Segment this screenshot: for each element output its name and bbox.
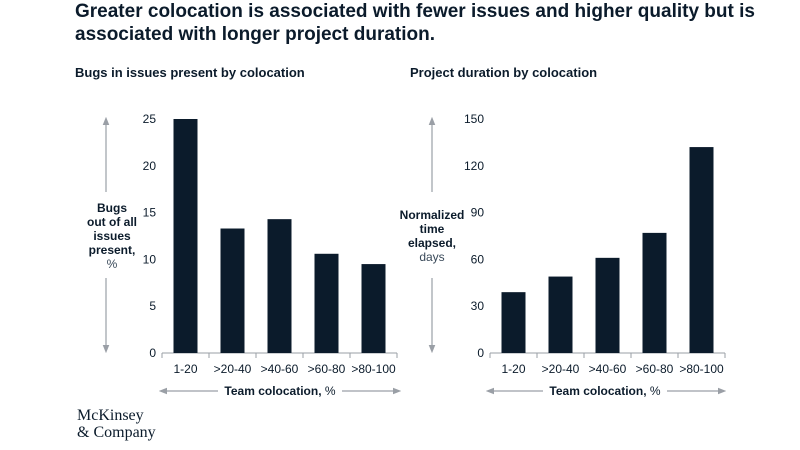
x-tick-label: >80-100 [679, 362, 724, 376]
logo-line-1: McKinsey [77, 407, 144, 424]
y-tick-label: 15 [143, 206, 157, 220]
y-axis-label: elapsed, [408, 236, 456, 250]
x-tick-label: 1-20 [501, 362, 525, 376]
bar [689, 147, 714, 353]
y-axis-label: time [420, 222, 445, 236]
y-axis-unit: % [107, 257, 118, 271]
logo-line-2: & Company [77, 424, 156, 441]
bar [548, 276, 573, 353]
y-axis-label: present, [89, 243, 136, 257]
y-tick-label: 120 [464, 159, 484, 173]
bar [220, 228, 245, 353]
bar [173, 119, 198, 353]
x-tick-label: >20-40 [214, 362, 252, 376]
bar [267, 219, 292, 353]
x-axis-label-unit: % [322, 384, 336, 398]
y-axis-label: issues [93, 229, 131, 243]
x-tick-label: >40-60 [261, 362, 299, 376]
bar [501, 292, 526, 353]
bar [314, 253, 339, 353]
x-axis-label: Team colocation, % [224, 384, 335, 398]
y-tick-label: 0 [149, 346, 156, 360]
headline: Greater colocation is associated with fe… [75, 1, 755, 45]
x-tick-label: >40-60 [589, 362, 627, 376]
mckinsey-logo: McKinsey & Company [77, 407, 156, 441]
x-tick-label: >80-100 [351, 362, 396, 376]
y-axis-label: out of all [87, 215, 137, 229]
x-tick-label: >60-80 [636, 362, 674, 376]
y-tick-label: 30 [471, 299, 485, 313]
x-axis-label-bold: Team colocation, [224, 384, 321, 398]
x-tick-label: >60-80 [308, 362, 346, 376]
y-axis-label: Bugs [97, 201, 127, 215]
bar [642, 232, 667, 353]
y-tick-label: 20 [143, 159, 157, 173]
y-tick-label: 5 [149, 299, 156, 313]
y-tick-label: 60 [471, 252, 485, 266]
y-tick-label: 0 [477, 346, 484, 360]
x-axis-label: Team colocation, % [549, 384, 660, 398]
bar [595, 257, 620, 353]
chart-title-duration: Project duration by colocation [410, 65, 598, 80]
x-axis-label-unit: % [647, 384, 661, 398]
y-tick-label: 10 [143, 252, 157, 266]
x-tick-label: >20-40 [542, 362, 580, 376]
y-tick-label: 150 [464, 112, 484, 126]
y-axis-label: Normalized [400, 208, 465, 222]
x-tick-label: 1-20 [173, 362, 197, 376]
chart-title-bugs: Bugs in issues present by colocation [75, 65, 305, 80]
y-axis-unit: days [419, 250, 444, 264]
y-tick-label: 90 [471, 206, 485, 220]
bar [361, 264, 386, 353]
x-axis-label-bold: Team colocation, [549, 384, 646, 398]
y-tick-label: 25 [143, 112, 157, 126]
